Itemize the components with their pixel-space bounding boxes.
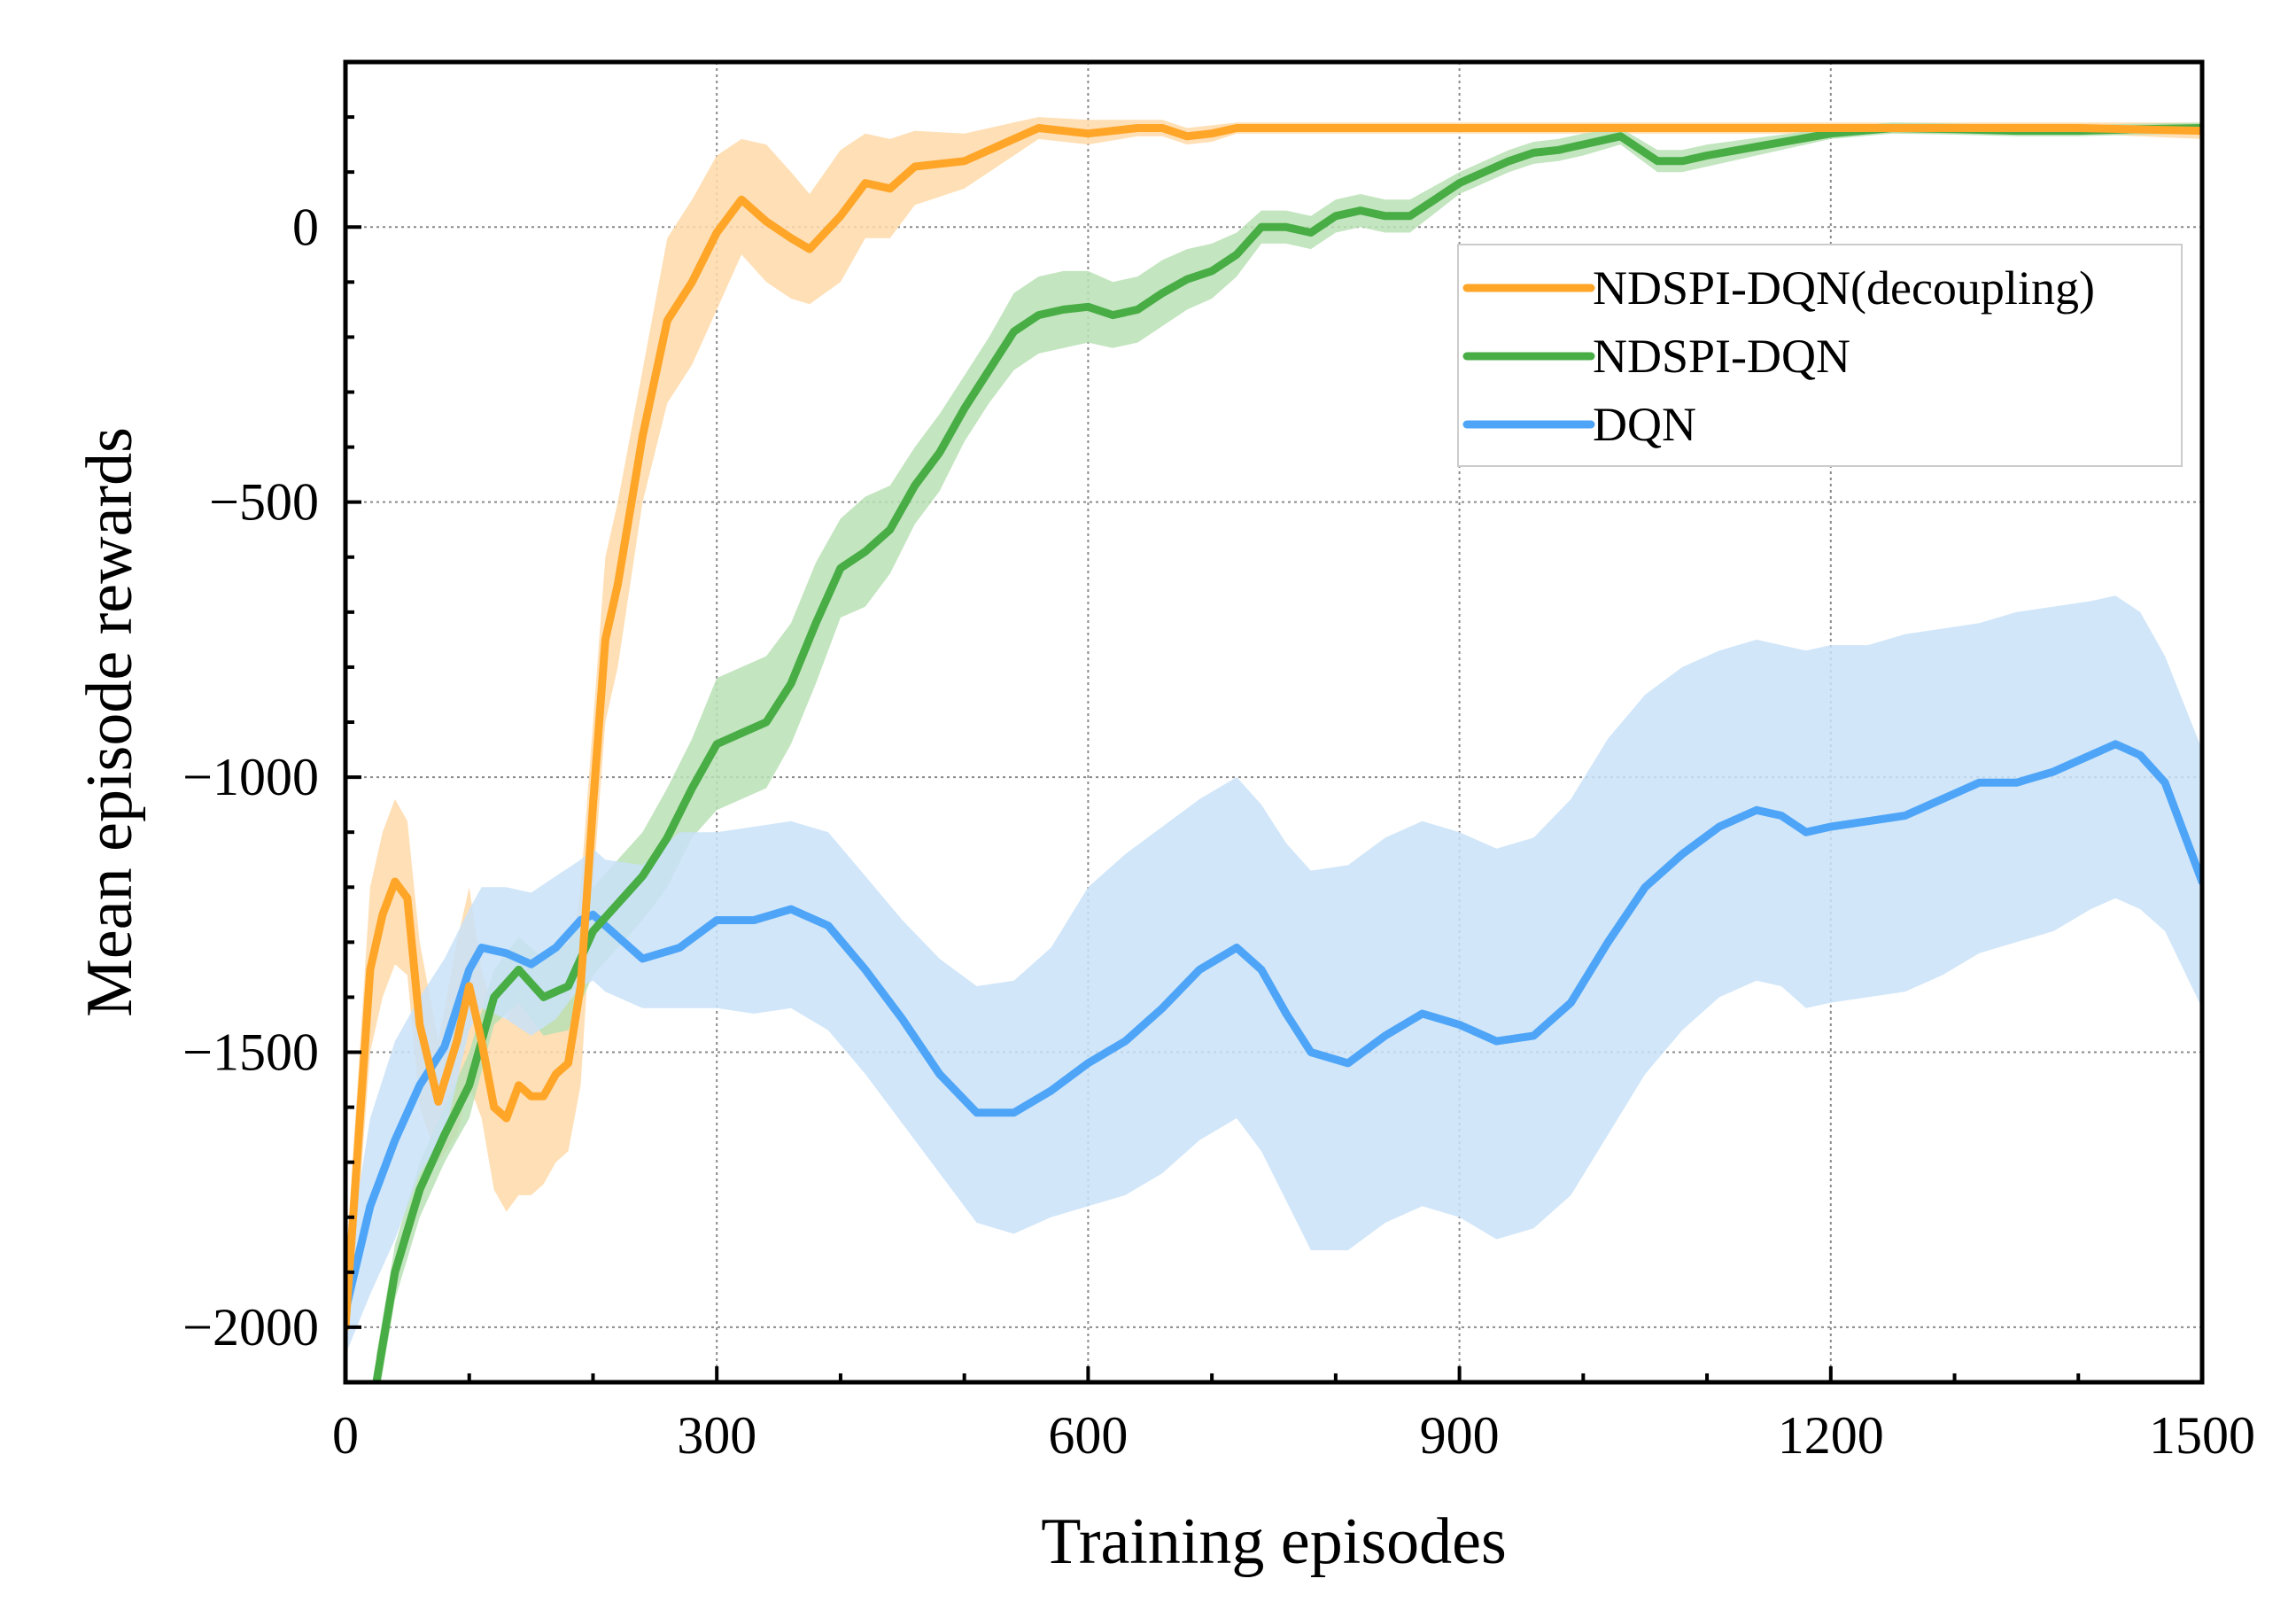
- y-axis-label: Mean episode rewards: [74, 427, 146, 1017]
- legend-label: DQN: [1593, 398, 1696, 451]
- y-tick-label: −2000: [182, 1298, 319, 1357]
- series-line-3: [345, 740, 2202, 1315]
- confidence-bands: [345, 117, 2202, 1382]
- x-tick-label: 0: [332, 1406, 359, 1465]
- band-3: [345, 595, 2202, 1355]
- band-2: [376, 122, 2202, 1382]
- x-tick-label: 600: [1048, 1406, 1128, 1465]
- series-line-1: [345, 124, 2202, 1332]
- y-tick-label: 0: [292, 198, 319, 256]
- x-axis-label: Training episodes: [1041, 1505, 1507, 1578]
- x-tick-label: 300: [677, 1406, 756, 1465]
- x-tick-label: 1200: [1778, 1406, 1884, 1465]
- legend-label: NDSPI-DQN(decoupling): [1593, 261, 2095, 315]
- series-lines: [345, 124, 2202, 1382]
- series-line-2: [372, 124, 2202, 1382]
- legend: NDSPI-DQN(decoupling) NDSPI-DQN DQN: [1457, 244, 2183, 467]
- axis-ticks: [344, 60, 2204, 1384]
- x-tick-label: 900: [1420, 1406, 1500, 1465]
- y-tick-label: −1000: [182, 748, 319, 806]
- y-tick-label: −500: [209, 473, 319, 532]
- legend-label: NDSPI-DQN: [1593, 330, 1850, 383]
- tick-labels: 0 300 600 900 1200 1500 −2000 −1500 −1000 −500 0: [182, 198, 2255, 1465]
- x-tick-label: 1500: [2149, 1406, 2255, 1465]
- y-tick-label: −1500: [182, 1023, 319, 1082]
